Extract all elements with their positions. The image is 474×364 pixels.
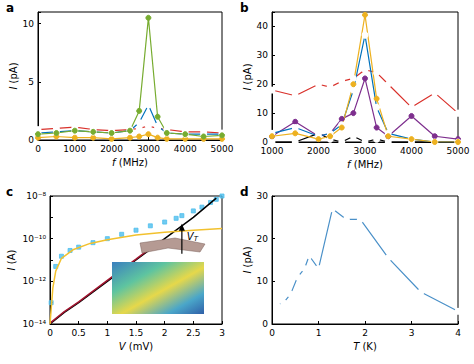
svg-text:10⁻¹⁴: 10⁻¹⁴ <box>23 319 47 329</box>
svg-text:(MHz): (MHz) <box>351 159 383 170</box>
svg-text:V: V <box>118 340 126 352</box>
svg-text:f: f <box>347 158 351 170</box>
svg-text:2: 2 <box>162 328 168 338</box>
svg-text:I: I <box>241 87 253 91</box>
svg-text:a: a <box>6 1 14 15</box>
svg-text:3: 3 <box>409 328 415 338</box>
svg-text:b: b <box>240 1 249 15</box>
svg-text:5000: 5000 <box>447 146 470 156</box>
svg-text:0.5: 0.5 <box>72 328 86 338</box>
svg-text:1000: 1000 <box>261 146 284 156</box>
svg-text:(mV): (mV) <box>126 341 154 352</box>
svg-text:40: 40 <box>257 21 269 31</box>
svg-text:3000: 3000 <box>354 146 377 156</box>
svg-text:0: 0 <box>28 135 34 145</box>
svg-text:4000: 4000 <box>400 146 423 156</box>
svg-text:10⁻¹²: 10⁻¹² <box>23 276 47 286</box>
svg-text:20: 20 <box>257 234 269 244</box>
svg-text:0: 0 <box>269 328 275 338</box>
svg-text:4000: 4000 <box>174 144 197 154</box>
svg-text:3000: 3000 <box>137 144 160 154</box>
svg-text:10: 10 <box>257 108 269 118</box>
svg-text:f: f <box>112 156 116 168</box>
svg-text:T: T <box>194 235 199 243</box>
svg-text:I: I <box>7 86 19 90</box>
svg-text:30: 30 <box>257 191 269 201</box>
svg-text:V: V <box>186 230 194 242</box>
svg-text:2.5: 2.5 <box>186 328 200 338</box>
svg-text:(pA): (pA) <box>242 246 253 270</box>
svg-text:(MHz): (MHz) <box>116 157 148 168</box>
svg-text:10: 10 <box>23 19 35 29</box>
svg-text:0: 0 <box>35 144 41 154</box>
svg-text:10: 10 <box>257 276 269 286</box>
svg-text:1: 1 <box>316 328 322 338</box>
svg-text:I: I <box>5 267 17 271</box>
svg-text:5: 5 <box>28 77 34 87</box>
svg-text:1000: 1000 <box>63 144 86 154</box>
svg-text:10⁻¹⁰: 10⁻¹⁰ <box>23 234 47 244</box>
svg-text:c: c <box>6 185 13 199</box>
svg-text:30: 30 <box>257 50 269 60</box>
svg-text:(pA): (pA) <box>242 63 253 87</box>
svg-text:4: 4 <box>455 328 461 338</box>
svg-text:3: 3 <box>219 328 225 338</box>
svg-text:1: 1 <box>104 328 110 338</box>
svg-text:2000: 2000 <box>307 146 330 156</box>
svg-text:0: 0 <box>47 328 53 338</box>
svg-text:(A): (A) <box>6 250 17 268</box>
svg-text:10⁻⁸: 10⁻⁸ <box>26 191 46 201</box>
svg-text:20: 20 <box>257 79 269 89</box>
svg-text:1.5: 1.5 <box>129 328 143 338</box>
svg-text:2000: 2000 <box>100 144 123 154</box>
svg-text:T: T <box>353 340 360 352</box>
svg-text:0: 0 <box>262 137 268 147</box>
svg-text:2: 2 <box>362 328 368 338</box>
svg-text:d: d <box>240 185 249 199</box>
svg-text:I: I <box>241 270 253 274</box>
svg-text:(pA): (pA) <box>8 62 19 86</box>
svg-text:(K): (K) <box>359 341 377 352</box>
svg-text:0: 0 <box>262 319 268 329</box>
svg-text:5000: 5000 <box>211 144 234 154</box>
